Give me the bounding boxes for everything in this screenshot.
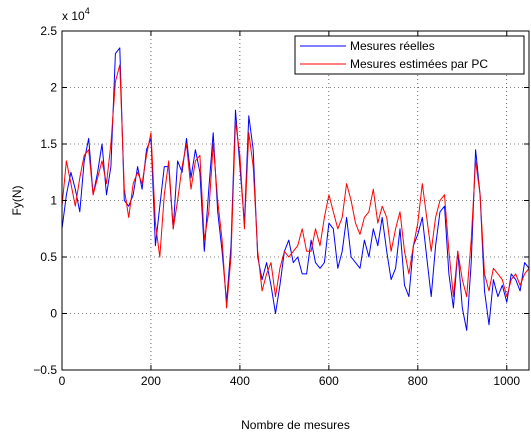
y-exponent-label: x 104 xyxy=(62,6,90,23)
series-layer xyxy=(61,47,530,331)
y-tick-labels: −0.5 0 0.5 1 1.5 2 2.5 xyxy=(33,24,57,377)
series-line-estimated xyxy=(61,64,530,309)
legend-box xyxy=(294,35,525,75)
y-tick-label: 1.5 xyxy=(40,137,57,151)
y-exponent-power: 4 xyxy=(85,6,90,16)
y-tick-label: 2.5 xyxy=(40,24,57,38)
y-exponent-base: x 10 xyxy=(62,9,85,23)
x-tick-label: 1000 xyxy=(493,374,520,388)
x-tick-label: 0 xyxy=(59,374,66,388)
axis-ticks xyxy=(61,30,529,371)
y-tick-label: 2 xyxy=(50,81,57,95)
grid-lines xyxy=(62,31,529,370)
y-axis-label: Fy(N) xyxy=(10,186,24,216)
x-tick-label: 400 xyxy=(230,374,250,388)
legend-label-measured: Mesures réelles xyxy=(350,39,435,53)
x-tick-label: 600 xyxy=(319,374,339,388)
x-tick-label: 200 xyxy=(141,374,161,388)
y-tick-label: 0.5 xyxy=(40,250,57,264)
y-tick-label: −0.5 xyxy=(33,363,57,377)
y-tick-label: 0 xyxy=(50,307,57,321)
x-tick-labels: 0 200 400 600 800 1000 xyxy=(59,374,521,388)
x-tick-label: 800 xyxy=(408,374,428,388)
legend: Mesures réelles Mesures estimées par PC xyxy=(294,35,525,75)
plot-area xyxy=(62,31,529,370)
x-axis-label: Nombre de mesures xyxy=(241,418,350,432)
legend-label-estimated: Mesures estimées par PC xyxy=(350,57,488,71)
y-tick-label: 1 xyxy=(50,194,57,208)
